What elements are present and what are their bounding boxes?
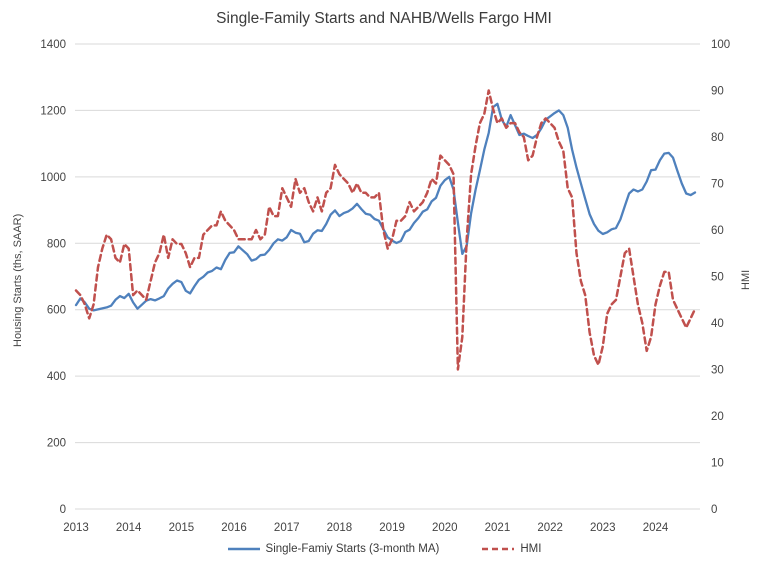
right-axis-tick-label: 70 bbox=[711, 179, 724, 191]
right-axis-tick-label: 80 bbox=[711, 132, 724, 144]
x-axis-year-label: 2017 bbox=[274, 522, 300, 534]
x-axis-year-label: 2020 bbox=[432, 522, 458, 534]
x-axis-year-label: 2015 bbox=[169, 522, 195, 534]
right-axis-tick-label: 90 bbox=[711, 86, 724, 98]
right-axis-tick-label: 30 bbox=[711, 365, 724, 377]
hmi-series-line bbox=[74, 89, 697, 371]
starts-series-line bbox=[74, 102, 697, 312]
left-axis-tick-label: 1000 bbox=[40, 172, 66, 184]
chart-title: Single-Family Starts and NAHB/Wells Farg… bbox=[216, 10, 552, 27]
right-axis-tick-label: 10 bbox=[711, 458, 724, 470]
left-axis-tick-label: 200 bbox=[47, 438, 66, 450]
hmi-line-sample-icon bbox=[482, 547, 515, 551]
left-axis-tick-label: 0 bbox=[60, 504, 66, 516]
right-axis-tick-label: 0 bbox=[711, 504, 717, 516]
right-axis-tick-label: 60 bbox=[711, 225, 724, 237]
left-axis-tick-label: 1200 bbox=[40, 105, 66, 117]
left-axis-tick-label: 800 bbox=[47, 238, 66, 250]
legend-item-starts: Single-Famiy Starts (3-month MA) bbox=[227, 543, 440, 555]
starts-line-sample-icon bbox=[227, 547, 260, 551]
x-axis-year-label: 2023 bbox=[590, 522, 616, 534]
x-axis-year-label: 2021 bbox=[485, 522, 511, 534]
x-axis-year-label: 2013 bbox=[63, 522, 89, 534]
x-axis-year-label: 2018 bbox=[327, 522, 353, 534]
legend: Single-Famiy Starts (3-month MA) HMI bbox=[0, 543, 768, 555]
right-axis-tick-label: 100 bbox=[711, 39, 730, 51]
x-axis-year-label: 2016 bbox=[221, 522, 247, 534]
x-axis-year-label: 2024 bbox=[643, 522, 669, 534]
x-axis-year-label: 2022 bbox=[537, 522, 563, 534]
right-axis-tick-label: 50 bbox=[711, 272, 724, 284]
left-axis-tick-label: 600 bbox=[47, 305, 66, 317]
x-axis-year-label: 2014 bbox=[116, 522, 142, 534]
left-axis-tick-label: 400 bbox=[47, 371, 66, 383]
x-axis-year-label: 2019 bbox=[379, 522, 405, 534]
legend-label-hmi: HMI bbox=[520, 543, 542, 555]
right-axis-tick-label: 20 bbox=[711, 411, 724, 423]
right-axis-tick-label: 40 bbox=[711, 318, 724, 330]
legend-label-starts: Single-Famiy Starts (3-month MA) bbox=[265, 543, 440, 555]
left-axis-tick-label: 1400 bbox=[40, 39, 66, 51]
legend-item-hmi: HMI bbox=[481, 543, 541, 555]
